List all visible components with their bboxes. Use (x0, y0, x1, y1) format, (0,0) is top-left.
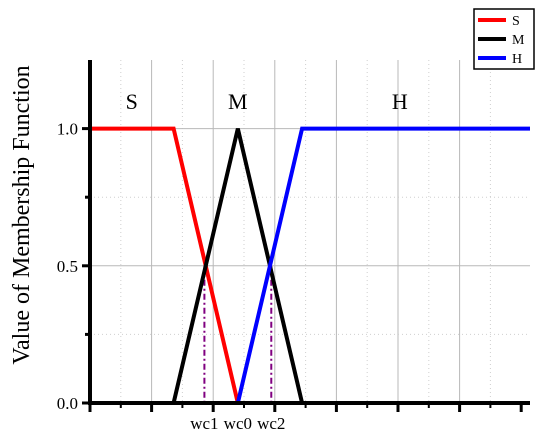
axes (82, 60, 530, 412)
y-tick-label: 0.0 (57, 394, 78, 413)
x-tick-label: wc0 (224, 414, 252, 433)
legend-label-H: H (512, 52, 522, 67)
grid-lines (90, 60, 530, 403)
x-tick-label: wc1 (190, 414, 218, 433)
x-tick-label: wc2 (257, 414, 285, 433)
legend-label-S: S (512, 14, 520, 29)
x-tick-labels: wc1 wc0 wc2 (190, 414, 285, 433)
y-axis-label: Value of Membership Function (9, 65, 35, 364)
legend: SMH (473, 8, 535, 70)
series-line-H (235, 126, 530, 404)
guide-lines (203, 265, 273, 403)
region-label: S (126, 89, 138, 114)
series-lines (90, 126, 530, 404)
y-tick-label: 1.0 (57, 120, 78, 139)
region-label: M (228, 89, 248, 114)
series-line-S (90, 126, 240, 404)
series-line-M (171, 128, 305, 404)
y-tick-labels: 0.0 0.5 1.0 (57, 120, 78, 413)
y-tick-label: 0.5 (57, 257, 78, 276)
region-label: H (392, 89, 408, 114)
legend-label-M: M (512, 33, 525, 48)
